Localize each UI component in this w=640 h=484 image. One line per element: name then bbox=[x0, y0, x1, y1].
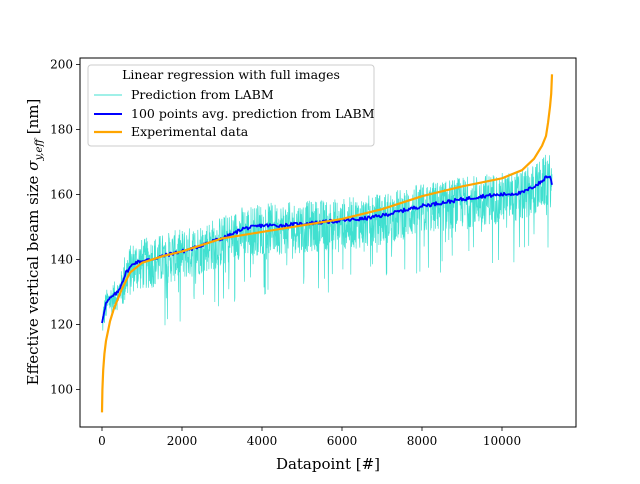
legend-label-prediction: Prediction from LABM bbox=[131, 87, 274, 102]
y-tick-label: 100 bbox=[50, 383, 73, 397]
x-axis-ticks: 0 2000 4000 6000 8000 10000 bbox=[98, 427, 521, 448]
x-axis-label: Datapoint [#] bbox=[276, 455, 380, 473]
series-line-experimental bbox=[100, 74, 554, 413]
legend-label-experimental: Experimental data bbox=[131, 124, 249, 139]
x-tick-label: 10000 bbox=[483, 434, 521, 448]
y-tick-label: 200 bbox=[50, 58, 73, 72]
legend-box bbox=[87, 64, 375, 147]
y-tick-label: 140 bbox=[50, 253, 73, 267]
legend-label-avg: 100 points avg. prediction from LABM bbox=[131, 106, 375, 121]
series-experimental-group bbox=[100, 74, 554, 413]
x-tick-label: 2000 bbox=[167, 434, 198, 448]
legend-title: Linear regression with full images bbox=[122, 67, 340, 82]
y-axis-label-unit: [nm] bbox=[24, 99, 42, 139]
y-axis-ticks: 100 120 140 160 180 200 bbox=[50, 58, 80, 397]
x-tick-label: 0 bbox=[98, 434, 106, 448]
x-tick-label: 4000 bbox=[247, 434, 278, 448]
y-tick-label: 180 bbox=[50, 123, 73, 137]
plot-frame bbox=[79, 57, 577, 428]
x-tick-label: 8000 bbox=[407, 434, 438, 448]
y-axis-label-subscript: y,eff bbox=[33, 137, 45, 161]
x-tick-label: 6000 bbox=[327, 434, 358, 448]
y-axis-label-symbol: σ bbox=[24, 160, 42, 171]
y-tick-label: 120 bbox=[50, 318, 73, 332]
y-axis-label: Effective vertical beam size σy,eff [nm] bbox=[24, 99, 45, 386]
y-tick-label: 160 bbox=[50, 188, 73, 202]
legend: Linear regression with full images Predi… bbox=[87, 64, 375, 147]
y-axis-label-text: Effective vertical beam size bbox=[24, 171, 42, 386]
